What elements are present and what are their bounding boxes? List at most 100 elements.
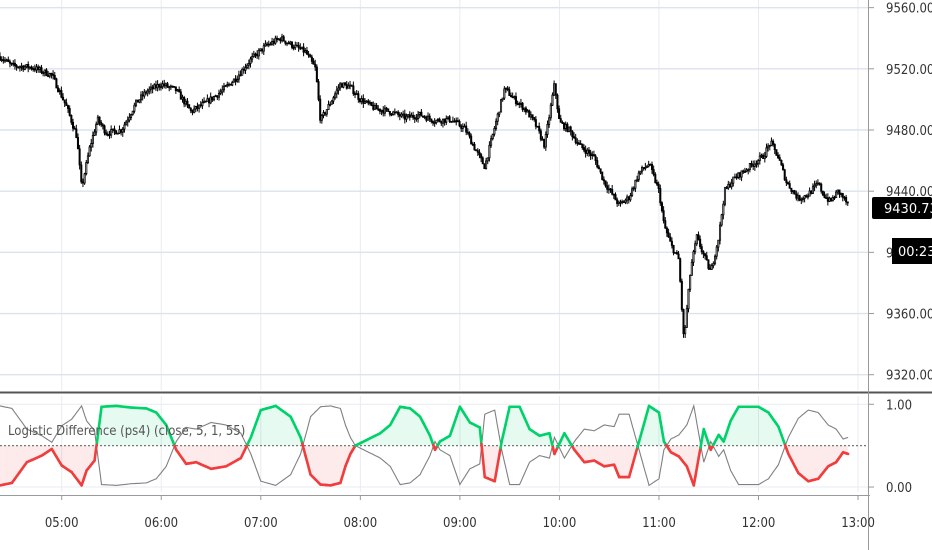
indicator-fill-segment	[691, 445, 693, 483]
indicator-fill-segment	[216, 445, 219, 468]
candle-body	[342, 82, 345, 88]
candle	[106, 131, 109, 137]
candle-body	[300, 46, 303, 50]
candle-body	[347, 85, 350, 89]
candle-body	[846, 201, 849, 204]
candle	[838, 189, 841, 198]
indicator-fill-segment	[599, 445, 601, 465]
candle-body	[712, 262, 715, 267]
candle	[146, 88, 149, 97]
candle	[830, 197, 833, 202]
candle	[765, 143, 768, 158]
candle-body	[236, 78, 239, 82]
candle-body	[541, 138, 544, 141]
candle	[592, 150, 595, 157]
candle	[667, 228, 670, 238]
candle-body	[393, 111, 396, 114]
candle	[473, 142, 476, 151]
indicator-fill-segment	[765, 410, 767, 446]
indicator-fill-segment	[391, 418, 394, 446]
indicator-fill-segment	[225, 445, 229, 467]
candle-body	[358, 98, 362, 102]
candle-body	[91, 135, 94, 144]
candle-body	[387, 108, 390, 112]
candle-body	[302, 46, 305, 53]
indicator-fill-segment	[79, 445, 82, 486]
candle-body	[168, 86, 171, 89]
candle-body	[709, 267, 712, 270]
candle-body	[823, 194, 826, 199]
indicator-fill-segment	[310, 445, 313, 477]
candle-body	[433, 122, 436, 125]
candle-body	[707, 259, 710, 269]
candle-body	[632, 187, 635, 190]
indicator-fill-segment	[16, 445, 20, 476]
candle-body	[702, 251, 705, 255]
candle-body	[106, 133, 109, 136]
candle-body	[191, 110, 194, 113]
candle-body	[607, 188, 610, 191]
candle-body	[571, 130, 574, 138]
candle-body	[730, 182, 733, 188]
candle-body	[43, 69, 46, 74]
indicator-fill-segment	[837, 445, 839, 461]
candle	[743, 167, 746, 174]
candle-body	[254, 53, 257, 56]
candle-body	[224, 85, 227, 88]
candle	[154, 80, 157, 92]
candle-body	[292, 46, 295, 49]
candle-body	[816, 182, 819, 185]
candle	[637, 170, 640, 183]
candle	[572, 132, 576, 139]
indicator-main-segment	[694, 465, 699, 478]
candle	[322, 110, 325, 119]
candle-body	[543, 138, 546, 148]
candle	[644, 162, 647, 171]
candle-body	[0, 59, 3, 62]
indicator-fill-segment	[157, 414, 160, 446]
candle	[196, 102, 199, 112]
indicator-fill-segment	[131, 407, 134, 446]
candle-body	[652, 169, 655, 175]
candle	[591, 151, 594, 160]
countdown-tag: 00:23	[892, 238, 932, 264]
candle-body	[715, 246, 718, 257]
indicator-fill-segment	[418, 415, 421, 446]
candle-body	[665, 227, 668, 234]
candle	[214, 94, 217, 98]
candle-body	[478, 151, 481, 156]
candle-body	[126, 119, 129, 123]
candle-body	[815, 183, 818, 186]
candle-body	[718, 224, 722, 241]
candle	[10, 62, 13, 66]
candle-body	[650, 163, 654, 170]
indicator-fill-segment	[375, 434, 378, 446]
indicator-fill-segment	[82, 445, 84, 483]
candle	[166, 81, 169, 88]
candle	[518, 101, 521, 109]
candle-body	[604, 180, 607, 187]
indicator-main-segment	[94, 441, 99, 453]
last-price-tag-bg	[872, 197, 932, 219]
candle-body	[539, 130, 542, 140]
indicator-fill-segment	[388, 424, 391, 446]
candle	[272, 38, 275, 46]
candle	[780, 159, 783, 166]
candle-body	[272, 41, 275, 44]
candle-body	[556, 94, 559, 110]
indicator-fill-segment	[610, 445, 613, 466]
indicator-fill-segment	[184, 445, 187, 464]
candle-body	[624, 199, 627, 203]
indicator-fill-segment	[602, 445, 605, 467]
candle	[675, 249, 678, 255]
candle	[787, 181, 790, 185]
candle-body	[732, 176, 735, 184]
candle	[503, 86, 506, 100]
indicator-fill-segment	[273, 405, 276, 446]
candle	[717, 239, 720, 252]
candle-body	[636, 179, 639, 182]
candle	[76, 133, 79, 150]
indicator-fill-segment	[83, 445, 85, 481]
candle-body	[787, 182, 790, 185]
candle-body	[181, 96, 184, 100]
